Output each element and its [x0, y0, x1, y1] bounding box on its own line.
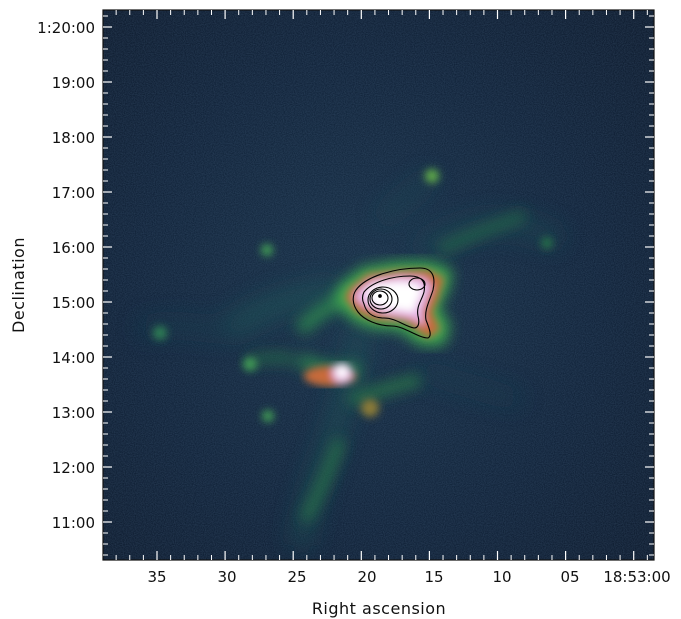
x-tick-label: 05	[560, 568, 579, 586]
x-tick-label: 20	[357, 568, 376, 586]
contour-lines	[352, 267, 435, 339]
x-tick-label: 10	[492, 568, 511, 586]
y-axis-title: Declination	[9, 237, 28, 333]
x-tick-label: 18:53:00	[603, 568, 670, 586]
minor-ticks	[103, 10, 654, 560]
x-tick-label: 15	[424, 568, 443, 586]
y-tick-label: 16:00	[52, 239, 95, 257]
x-tick-labels: 35 30 25 20 15 10 05 18:53:00	[147, 568, 670, 586]
major-ticks	[103, 10, 654, 560]
y-tick-label: 18:00	[52, 129, 95, 147]
y-tick-label: 12:00	[52, 459, 95, 477]
y-tick-label: 11:00	[52, 514, 95, 532]
y-tick-label: 17:00	[52, 184, 95, 202]
y-tick-labels: 1:20:00 19:00 18:00 17:00 16:00 15:00 14…	[37, 19, 95, 532]
y-tick-label: 15:00	[52, 294, 95, 312]
y-tick-label: 19:00	[52, 74, 95, 92]
y-tick-label: 13:00	[52, 404, 95, 422]
intensity-map	[103, 10, 654, 560]
x-tick-label: 25	[287, 568, 306, 586]
x-tick-label: 30	[217, 568, 236, 586]
y-tick-label: 1:20:00	[37, 19, 95, 37]
x-tick-label: 35	[147, 568, 166, 586]
y-tick-label: 14:00	[52, 349, 95, 367]
x-axis-title: Right ascension	[312, 599, 446, 618]
plot-frame	[102, 9, 655, 561]
